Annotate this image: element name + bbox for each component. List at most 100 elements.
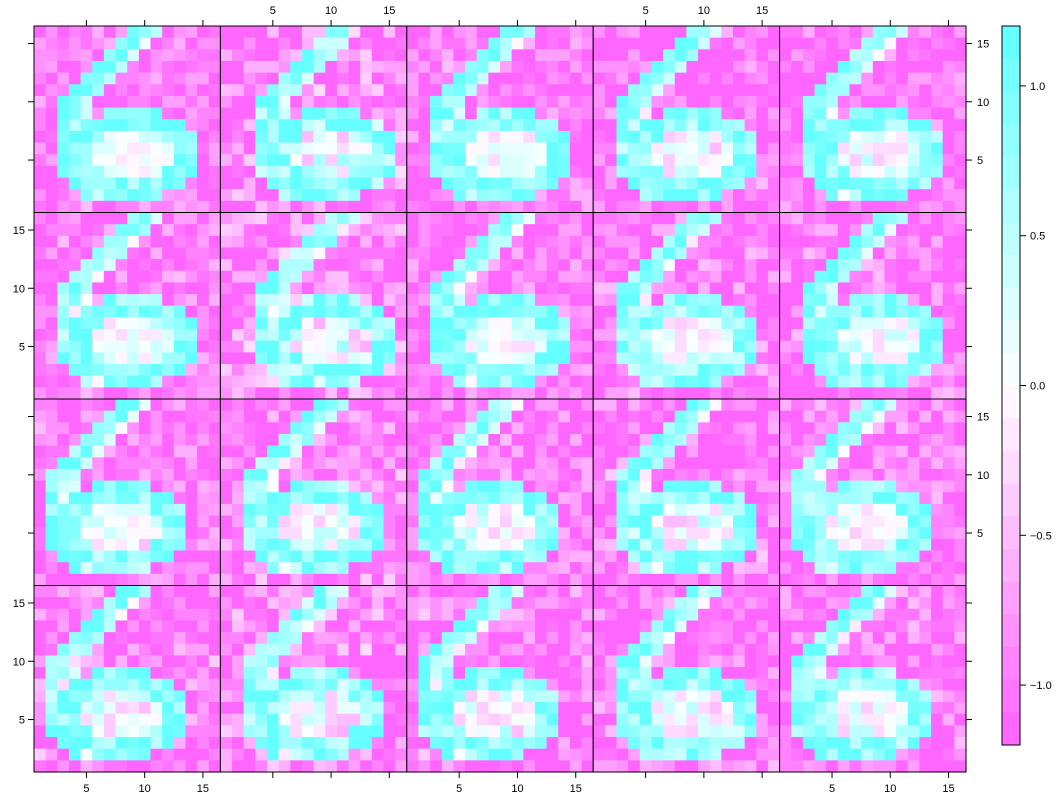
heatmap-cell: [278, 340, 291, 353]
heatmap-cell: [197, 457, 210, 470]
heatmap-cell: [837, 177, 851, 190]
heatmap-cell: [301, 760, 315, 773]
heatmap-cell: [220, 107, 233, 120]
heatmap-cell: [383, 294, 396, 307]
heatmap-cell: [395, 165, 408, 179]
heatmap-cell: [430, 212, 443, 225]
heatmap-cell: [406, 340, 420, 353]
heatmap-cell: [371, 550, 385, 563]
heatmap-cell: [674, 282, 687, 295]
heatmap-cell: [511, 632, 524, 645]
heatmap-cell: [185, 130, 198, 144]
heatmap-cell: [185, 247, 198, 260]
heatmap-cell: [173, 713, 187, 726]
heatmap-cell: [814, 26, 827, 39]
heatmap-cell: [162, 95, 175, 109]
heatmap-cell: [267, 562, 280, 575]
heatmap-cell: [336, 468, 350, 482]
heatmap-cell: [220, 49, 233, 62]
heatmap-cell: [278, 597, 291, 610]
heatmap-cell: [255, 177, 268, 190]
heatmap-cell: [395, 107, 408, 120]
heatmap-cell: [360, 410, 373, 423]
heatmap-cell: [779, 317, 792, 330]
heatmap-cell: [45, 154, 58, 167]
heatmap-cell: [488, 189, 501, 202]
heatmap-cell: [907, 95, 920, 109]
heatmap-cell: [698, 655, 711, 668]
heatmap-cell: [569, 503, 583, 517]
heatmap-cell: [453, 37, 466, 50]
heatmap-cell: [639, 690, 653, 703]
heatmap-cell: [686, 667, 699, 680]
heatmap-cell: [569, 608, 583, 622]
heatmap-cell: [849, 26, 862, 39]
heatmap-cell: [558, 562, 571, 575]
heatmap-cell: [686, 422, 699, 435]
heatmap-cell: [872, 503, 886, 517]
heatmap-cell: [57, 468, 70, 482]
heatmap-cell: [604, 177, 618, 190]
heatmap-cell: [523, 95, 536, 109]
heatmap-cell: [488, 329, 501, 342]
heatmap-cell: [441, 259, 454, 272]
heatmap-cell: [767, 119, 781, 132]
heatmap-cell: [721, 597, 734, 610]
heatmap-cell: [523, 130, 536, 144]
heatmap-cell: [546, 399, 559, 412]
heatmap-cell: [628, 329, 641, 342]
heatmap-cell: [861, 433, 874, 447]
heatmap-cell: [115, 538, 128, 552]
heatmap-cell: [639, 364, 653, 377]
heatmap-cell: [593, 60, 606, 74]
heatmap-cell: [371, 445, 385, 458]
heatmap-cell: [558, 538, 571, 552]
heatmap-cell: [57, 480, 70, 493]
heatmap-cell: [197, 259, 210, 272]
heatmap-cell: [150, 387, 163, 400]
heatmap-cell: [57, 154, 70, 167]
heatmap-cell: [896, 294, 909, 307]
heatmap-cell: [45, 527, 58, 540]
heatmap-cell: [500, 37, 513, 50]
heatmap-cell: [674, 142, 687, 155]
heatmap-cell: [756, 678, 769, 692]
heatmap-cell: [267, 317, 280, 330]
heatmap-cell: [488, 620, 501, 633]
heatmap-cell: [325, 573, 338, 587]
heatmap-cell: [453, 597, 466, 610]
heatmap-cell: [80, 562, 93, 575]
heatmap-cell: [255, 433, 268, 447]
heatmap-cell: [733, 538, 746, 552]
heatmap-cell: [581, 119, 594, 132]
heatmap-cell: [500, 95, 513, 109]
heatmap-cell: [931, 130, 944, 144]
heatmap-cell: [511, 224, 524, 237]
heatmap-cell: [220, 667, 233, 680]
heatmap-cell: [779, 550, 792, 563]
heatmap-cell: [744, 643, 757, 657]
heatmap-cell: [465, 690, 478, 703]
heatmap-cell: [534, 130, 548, 144]
heatmap-cell: [395, 270, 408, 284]
heatmap-cell: [628, 690, 641, 703]
heatmap-cell: [232, 259, 245, 272]
heatmap-cell: [500, 107, 513, 120]
heatmap-cell: [534, 364, 548, 377]
heatmap-cell: [733, 620, 746, 633]
heatmap-cell: [301, 294, 315, 307]
heatmap-cell: [569, 562, 583, 575]
heatmap-cell: [465, 84, 478, 97]
heatmap-cell: [278, 748, 291, 761]
heatmap-cell: [34, 492, 47, 505]
heatmap-cell: [185, 725, 198, 738]
heatmap-cell: [604, 445, 618, 458]
heatmap-cell: [103, 527, 117, 540]
heatmap-cell: [558, 282, 571, 295]
heatmap-cell: [884, 235, 897, 249]
heatmap-cell: [616, 550, 629, 563]
heatmap-cell: [593, 387, 606, 400]
heatmap-cell: [325, 585, 338, 598]
heatmap-cell: [651, 200, 664, 214]
heatmap-cell: [674, 632, 687, 645]
